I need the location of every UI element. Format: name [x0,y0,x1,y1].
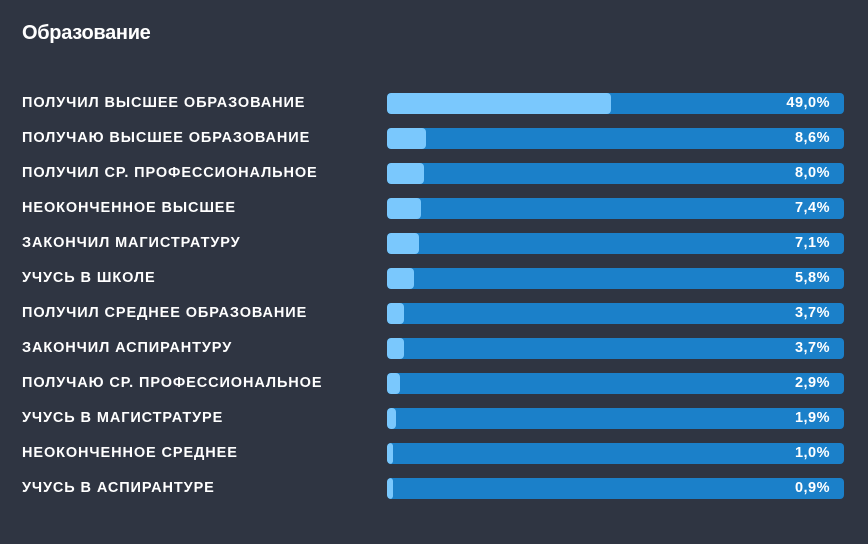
value-label: 8,0% [794,165,830,181]
category-label: Закончил магистратуру [22,235,241,251]
bar-row: Получил высшее образование 49,0% [0,93,868,114]
bar-fill [387,408,396,429]
category-label: Учусь в школе [22,270,156,286]
bar-fill [387,128,427,149]
bar-fill [387,443,393,464]
category-label: Закончил аспирантуру [22,340,233,356]
bar-fill [387,233,420,254]
bar-row: Неоконченное высшее 7,4% [0,198,868,219]
bar-row: Неоконченное среднее 1,0% [0,443,868,464]
category-label: Получил высшее образование [22,95,306,111]
category-label: Получил среднее образование [22,305,308,321]
category-label: Неоконченное высшее [22,200,236,216]
bar-fill [387,163,424,184]
chart-title: Образование [22,22,151,44]
value-label: 8,6% [794,130,830,146]
bar-track: 3,7% [387,338,844,359]
value-label: 1,0% [794,445,830,461]
value-label: 49,0% [786,95,830,111]
bar-track: 1,9% [387,408,844,429]
bar-track: 7,4% [387,198,844,219]
bar-row: Получил ср. профессиональное 8,0% [0,163,868,184]
category-label: Получаю ср. профессиональное [22,375,323,391]
bar-track: 5,8% [387,268,844,289]
bar-track: 0,9% [387,478,844,499]
value-label: 0,9% [794,480,830,496]
bar-row: Учусь в школе 5,8% [0,268,868,289]
bar-row: Получил среднее образование 3,7% [0,303,868,324]
value-label: 5,8% [794,270,830,286]
bar-row: Закончил аспирантуру 3,7% [0,338,868,359]
value-label: 7,1% [794,235,830,251]
bar-track: 8,6% [387,128,844,149]
value-label: 3,7% [794,305,830,321]
bar-fill [387,478,393,499]
category-label: Учусь в магистратуре [22,410,224,426]
category-label: Получил ср. профессиональное [22,165,318,181]
bar-row: Закончил магистратуру 7,1% [0,233,868,254]
bar-track: 8,0% [387,163,844,184]
bar-track: 49,0% [387,93,844,114]
value-label: 1,9% [794,410,830,426]
bar-track: 3,7% [387,303,844,324]
bar-fill [387,198,421,219]
bar-fill [387,303,404,324]
bar-fill [387,268,414,289]
bar-track: 2,9% [387,373,844,394]
category-label: Получаю высшее образование [22,130,311,146]
bar-fill [387,93,611,114]
value-label: 3,7% [794,340,830,356]
bar-row: Получаю ср. профессиональное 2,9% [0,373,868,394]
category-label: Учусь в аспирантуре [22,480,215,496]
value-label: 2,9% [794,375,830,391]
category-label: Неоконченное среднее [22,445,238,461]
bar-track: 7,1% [387,233,844,254]
bar-row: Получаю высшее образование 8,6% [0,128,868,149]
bar-row: Учусь в аспирантуре 0,9% [0,478,868,499]
bar-fill [387,338,404,359]
bar-row: Учусь в магистратуре 1,9% [0,408,868,429]
bar-track: 1,0% [387,443,844,464]
value-label: 7,4% [794,200,830,216]
bar-fill [387,373,401,394]
